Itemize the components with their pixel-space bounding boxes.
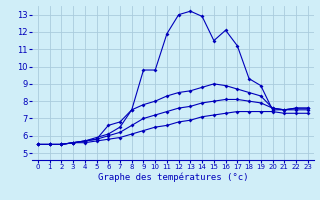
X-axis label: Graphe des températures (°c): Graphe des températures (°c) bbox=[98, 173, 248, 182]
